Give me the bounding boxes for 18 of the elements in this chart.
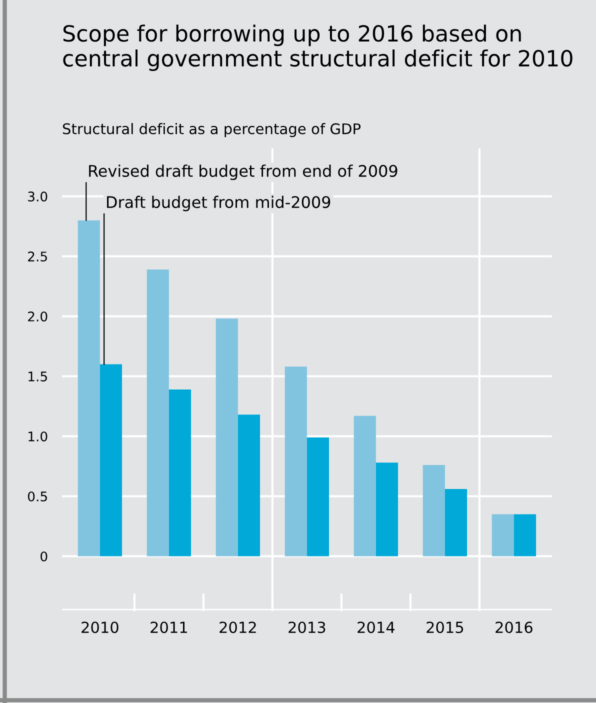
x-tick-label: 2016 [496, 622, 532, 634]
y-tick-label: 1.5 [28, 372, 47, 382]
x-tick-label: 2015 [426, 622, 464, 634]
y-axis-title: Structural deficit as a percentage of GDP [62, 123, 361, 138]
text: Revised draft budget from end of 2009 [89, 164, 398, 180]
y-tick-label: 3.0 [28, 192, 48, 202]
y-tick-label: 2.5 [28, 252, 47, 262]
x-tick-label: 2011 [150, 622, 187, 634]
y-tick-label: 0 [40, 551, 48, 562]
y-tick-label: 0.5 [28, 491, 47, 502]
x-tick-label: 2012 [220, 622, 256, 634]
x-tick-label: 2014 [358, 622, 395, 634]
x-tick-label: 2010 [82, 622, 118, 634]
y-tick-label: 2.0 [28, 312, 48, 322]
y-tick-label: 1.0 [28, 431, 48, 442]
x-tick-label: 2013 [288, 622, 326, 634]
chart-title: Scope for borrowing up to 2016 based on central government structural deficit for 2010 [63, 24, 572, 71]
text: Draft budget from mid-2009 [107, 196, 330, 212]
